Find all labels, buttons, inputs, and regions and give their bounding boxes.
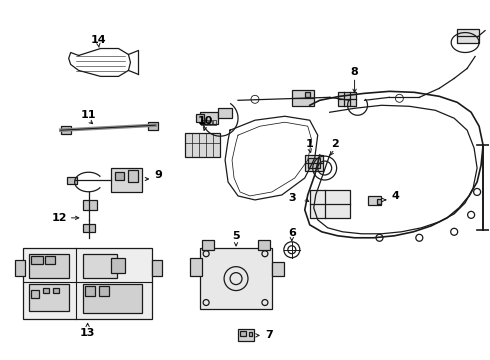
- Bar: [377, 199, 382, 204]
- Bar: [15, 260, 25, 276]
- Bar: [238, 329, 254, 341]
- Bar: [258, 240, 270, 250]
- Bar: [305, 155, 323, 171]
- Bar: [98, 285, 108, 296]
- Bar: [67, 177, 76, 184]
- Bar: [128, 170, 138, 182]
- Bar: [152, 260, 162, 276]
- Bar: [85, 285, 95, 296]
- Text: 9: 9: [154, 170, 162, 180]
- Text: 7: 7: [265, 330, 272, 341]
- Bar: [200, 248, 272, 310]
- Text: 4: 4: [392, 191, 399, 201]
- Bar: [368, 196, 382, 205]
- Bar: [457, 28, 479, 42]
- Bar: [205, 120, 208, 125]
- Bar: [43, 288, 49, 293]
- Bar: [240, 332, 246, 336]
- Bar: [53, 288, 59, 293]
- Text: 13: 13: [80, 328, 95, 338]
- Bar: [111, 168, 143, 192]
- Bar: [83, 284, 143, 314]
- Text: 1: 1: [306, 139, 314, 149]
- Bar: [23, 248, 152, 319]
- Bar: [249, 332, 252, 336]
- Bar: [308, 158, 319, 168]
- Bar: [202, 240, 214, 250]
- Text: 5: 5: [232, 231, 240, 241]
- Bar: [213, 120, 216, 125]
- Text: 14: 14: [91, 35, 106, 45]
- Bar: [218, 108, 232, 118]
- Bar: [83, 200, 97, 210]
- Text: 2: 2: [331, 139, 339, 149]
- Bar: [31, 256, 43, 264]
- Bar: [196, 114, 204, 122]
- Bar: [310, 190, 349, 218]
- Bar: [185, 133, 220, 157]
- Bar: [190, 258, 202, 276]
- Text: 12: 12: [51, 213, 67, 223]
- Bar: [201, 120, 204, 125]
- Bar: [148, 122, 158, 130]
- Text: 10: 10: [197, 116, 213, 126]
- Bar: [305, 92, 310, 97]
- Text: 8: 8: [351, 67, 359, 77]
- Bar: [292, 90, 314, 106]
- Bar: [61, 126, 71, 134]
- Bar: [272, 262, 284, 276]
- Bar: [29, 284, 69, 311]
- Bar: [31, 289, 39, 298]
- Bar: [111, 258, 125, 273]
- Bar: [200, 112, 218, 124]
- Bar: [115, 172, 124, 180]
- Bar: [209, 120, 212, 125]
- Text: 3: 3: [288, 193, 296, 203]
- Bar: [83, 254, 118, 278]
- Bar: [29, 254, 69, 278]
- Text: 11: 11: [81, 110, 97, 120]
- Bar: [45, 256, 55, 264]
- Bar: [83, 224, 95, 232]
- Bar: [338, 92, 356, 106]
- Text: 6: 6: [288, 228, 296, 238]
